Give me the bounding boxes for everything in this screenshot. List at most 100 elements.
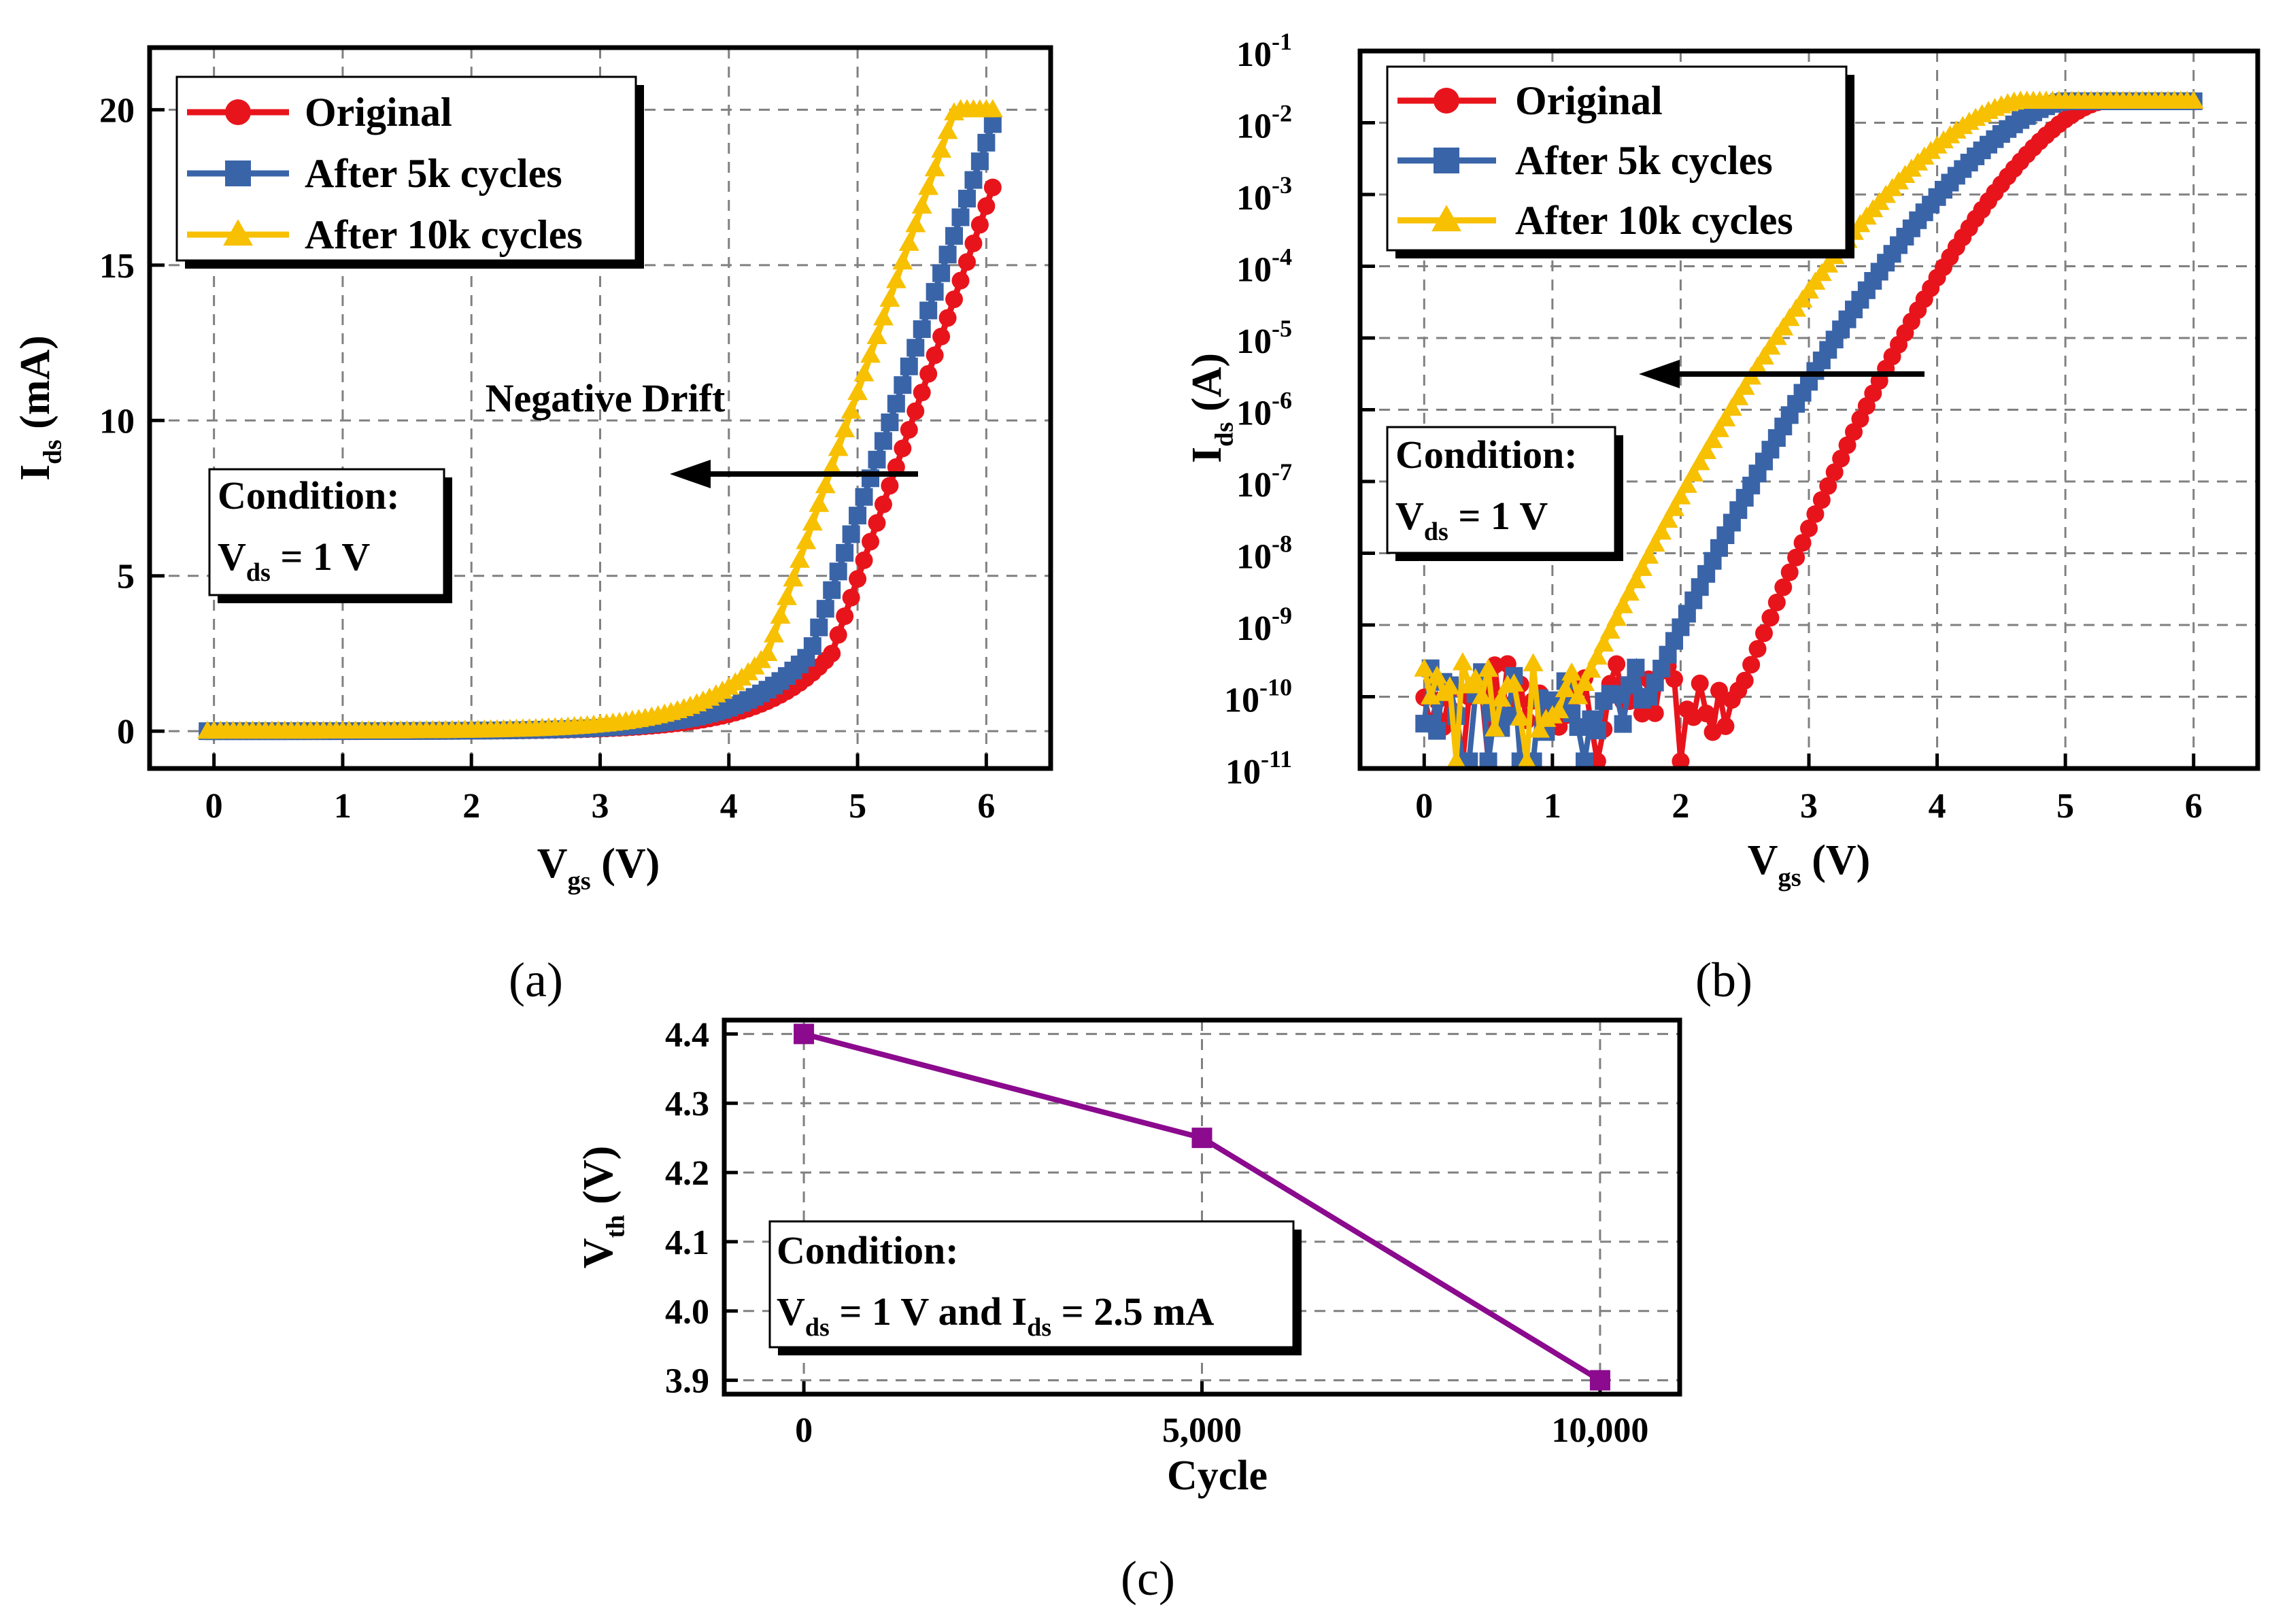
- x-axis-title-rest: (V): [591, 841, 660, 887]
- x-axis-title: Cycle: [1167, 1453, 1268, 1499]
- condition-value: Vds = 1 V: [1395, 494, 1548, 546]
- series-0-point: [1742, 656, 1761, 674]
- series-2-point: [1472, 686, 1493, 705]
- series-1-point: [957, 190, 976, 208]
- y-tick-label: 10-6: [1236, 387, 1292, 433]
- series-2-point: [783, 568, 804, 587]
- condition-value: Vds = 1 V: [218, 535, 370, 587]
- y-tick-label: 10-2: [1236, 100, 1292, 146]
- series-2-point: [1747, 356, 1768, 375]
- vth-point: [1191, 1128, 1213, 1149]
- series-0-point: [1806, 505, 1825, 523]
- series-2-point: [918, 177, 939, 195]
- series-2-point: [1516, 750, 1538, 769]
- series-2-point: [1631, 558, 1652, 576]
- x-tick-label: 5: [849, 787, 866, 826]
- panel-c-vth-vs-cycle: 0 5,000 10,000 3.9 4.0 4.1 4.2 4.3 4.4 Condition:…: [575, 1015, 1682, 1606]
- series-1-point: [970, 152, 989, 171]
- condition-var: V: [777, 1289, 805, 1334]
- y-tick-label: 10: [99, 402, 135, 441]
- series-2-point: [1619, 582, 1640, 601]
- legend-entry: Original: [1515, 78, 1663, 123]
- series-2-point: [1555, 679, 1576, 698]
- legend: Original After 5k cycles After 10k cycles: [1386, 65, 1854, 258]
- series-2-point: [2183, 90, 2204, 109]
- y-tick-label: 10-11: [1225, 745, 1292, 792]
- condition-frame: [1386, 426, 1616, 554]
- condition-var: V: [1395, 494, 1424, 538]
- series-0-point: [926, 346, 944, 365]
- drift-arrow-head: [670, 460, 711, 488]
- y-tick-base: 10: [1224, 681, 1259, 720]
- series-2-point: [1478, 658, 1499, 677]
- series-2-point: [1465, 668, 1486, 687]
- legend-swatch-marker: [1434, 148, 1459, 173]
- x-tick-label: 6: [977, 787, 995, 826]
- series-2-point: [1676, 475, 1697, 493]
- series-2-point: [1580, 659, 1601, 678]
- condition-rest: = 1 V: [1448, 494, 1548, 538]
- y-tick-label: 10-7: [1236, 458, 1292, 505]
- legend-box: [175, 75, 637, 262]
- series-0-point: [1812, 491, 1831, 509]
- series-0-point: [900, 420, 918, 439]
- series-1-point: [964, 171, 983, 189]
- x-tick-label: 1: [334, 787, 352, 826]
- legend-swatch-marker: [1434, 88, 1459, 114]
- series-2-point: [853, 363, 875, 382]
- x-tick-label: 3: [592, 787, 609, 826]
- series-0-point: [1832, 450, 1850, 468]
- x-tick-label: 2: [462, 787, 480, 826]
- series-2-point: [1728, 387, 1749, 405]
- y-axis-title-rest: (mA): [12, 335, 58, 439]
- legend-swatch-marker: [225, 160, 251, 186]
- series-2-point: [757, 643, 778, 661]
- y-tick-base: 10: [1236, 179, 1272, 218]
- y-tick-label: 3.9: [665, 1362, 709, 1401]
- x-tick-label: 0: [205, 787, 223, 826]
- condition-sub: ds: [805, 1313, 830, 1342]
- series-2-point: [1779, 307, 1800, 326]
- series-1-point: [810, 618, 828, 637]
- series-2-point: [802, 512, 823, 531]
- series-2-point: [1587, 646, 1608, 665]
- y-axis-title: Ids (mA): [12, 335, 67, 481]
- condition-title: Condition:: [1395, 433, 1578, 477]
- series-1-point: [842, 525, 860, 543]
- series-1-point: [823, 581, 841, 599]
- series-0-point: [836, 607, 854, 626]
- series-2-point: [821, 456, 843, 475]
- y-tick-exp: -6: [1272, 387, 1292, 414]
- series-0-point: [823, 644, 841, 662]
- series-1-point: [906, 339, 925, 357]
- x-tick-label: 1: [1544, 787, 1561, 826]
- condition-title: Condition:: [218, 473, 400, 518]
- legend-entry: After 10k cycles: [305, 212, 583, 257]
- series-0-point: [1838, 436, 1856, 454]
- series-0-point: [1761, 609, 1780, 627]
- series-2-point: [834, 419, 855, 438]
- series-0-point: [1755, 624, 1773, 643]
- y-tick-exp: -8: [1272, 530, 1292, 558]
- series-2-point: [1766, 326, 1787, 345]
- series-0-point: [855, 551, 873, 569]
- series-1-point: [932, 264, 951, 282]
- y-tick-label: 4.3: [665, 1085, 709, 1123]
- x-tick-label: 4: [720, 787, 738, 826]
- series-1-point: [1428, 722, 1446, 740]
- series-1-point: [849, 507, 867, 525]
- series-1-point: [855, 488, 873, 506]
- condition-box: Condition: Vds = 1 V and Ids = 2.5 mA: [768, 1220, 1302, 1355]
- series-2-point: [1446, 750, 1467, 769]
- series-2-point: [1510, 707, 1531, 726]
- condition-mid: = 1 V and I: [830, 1289, 1027, 1334]
- series-2-point: [1452, 652, 1473, 671]
- y-tick-exp: -10: [1259, 674, 1292, 701]
- series-0-point: [957, 253, 976, 271]
- series-2-point: [1786, 299, 1807, 317]
- series-2-point: [1715, 408, 1736, 426]
- series-2-point: [892, 251, 913, 270]
- y-tick-exp: -7: [1272, 458, 1292, 486]
- caption-a: (a): [509, 953, 563, 1007]
- series-2-point: [1504, 673, 1525, 692]
